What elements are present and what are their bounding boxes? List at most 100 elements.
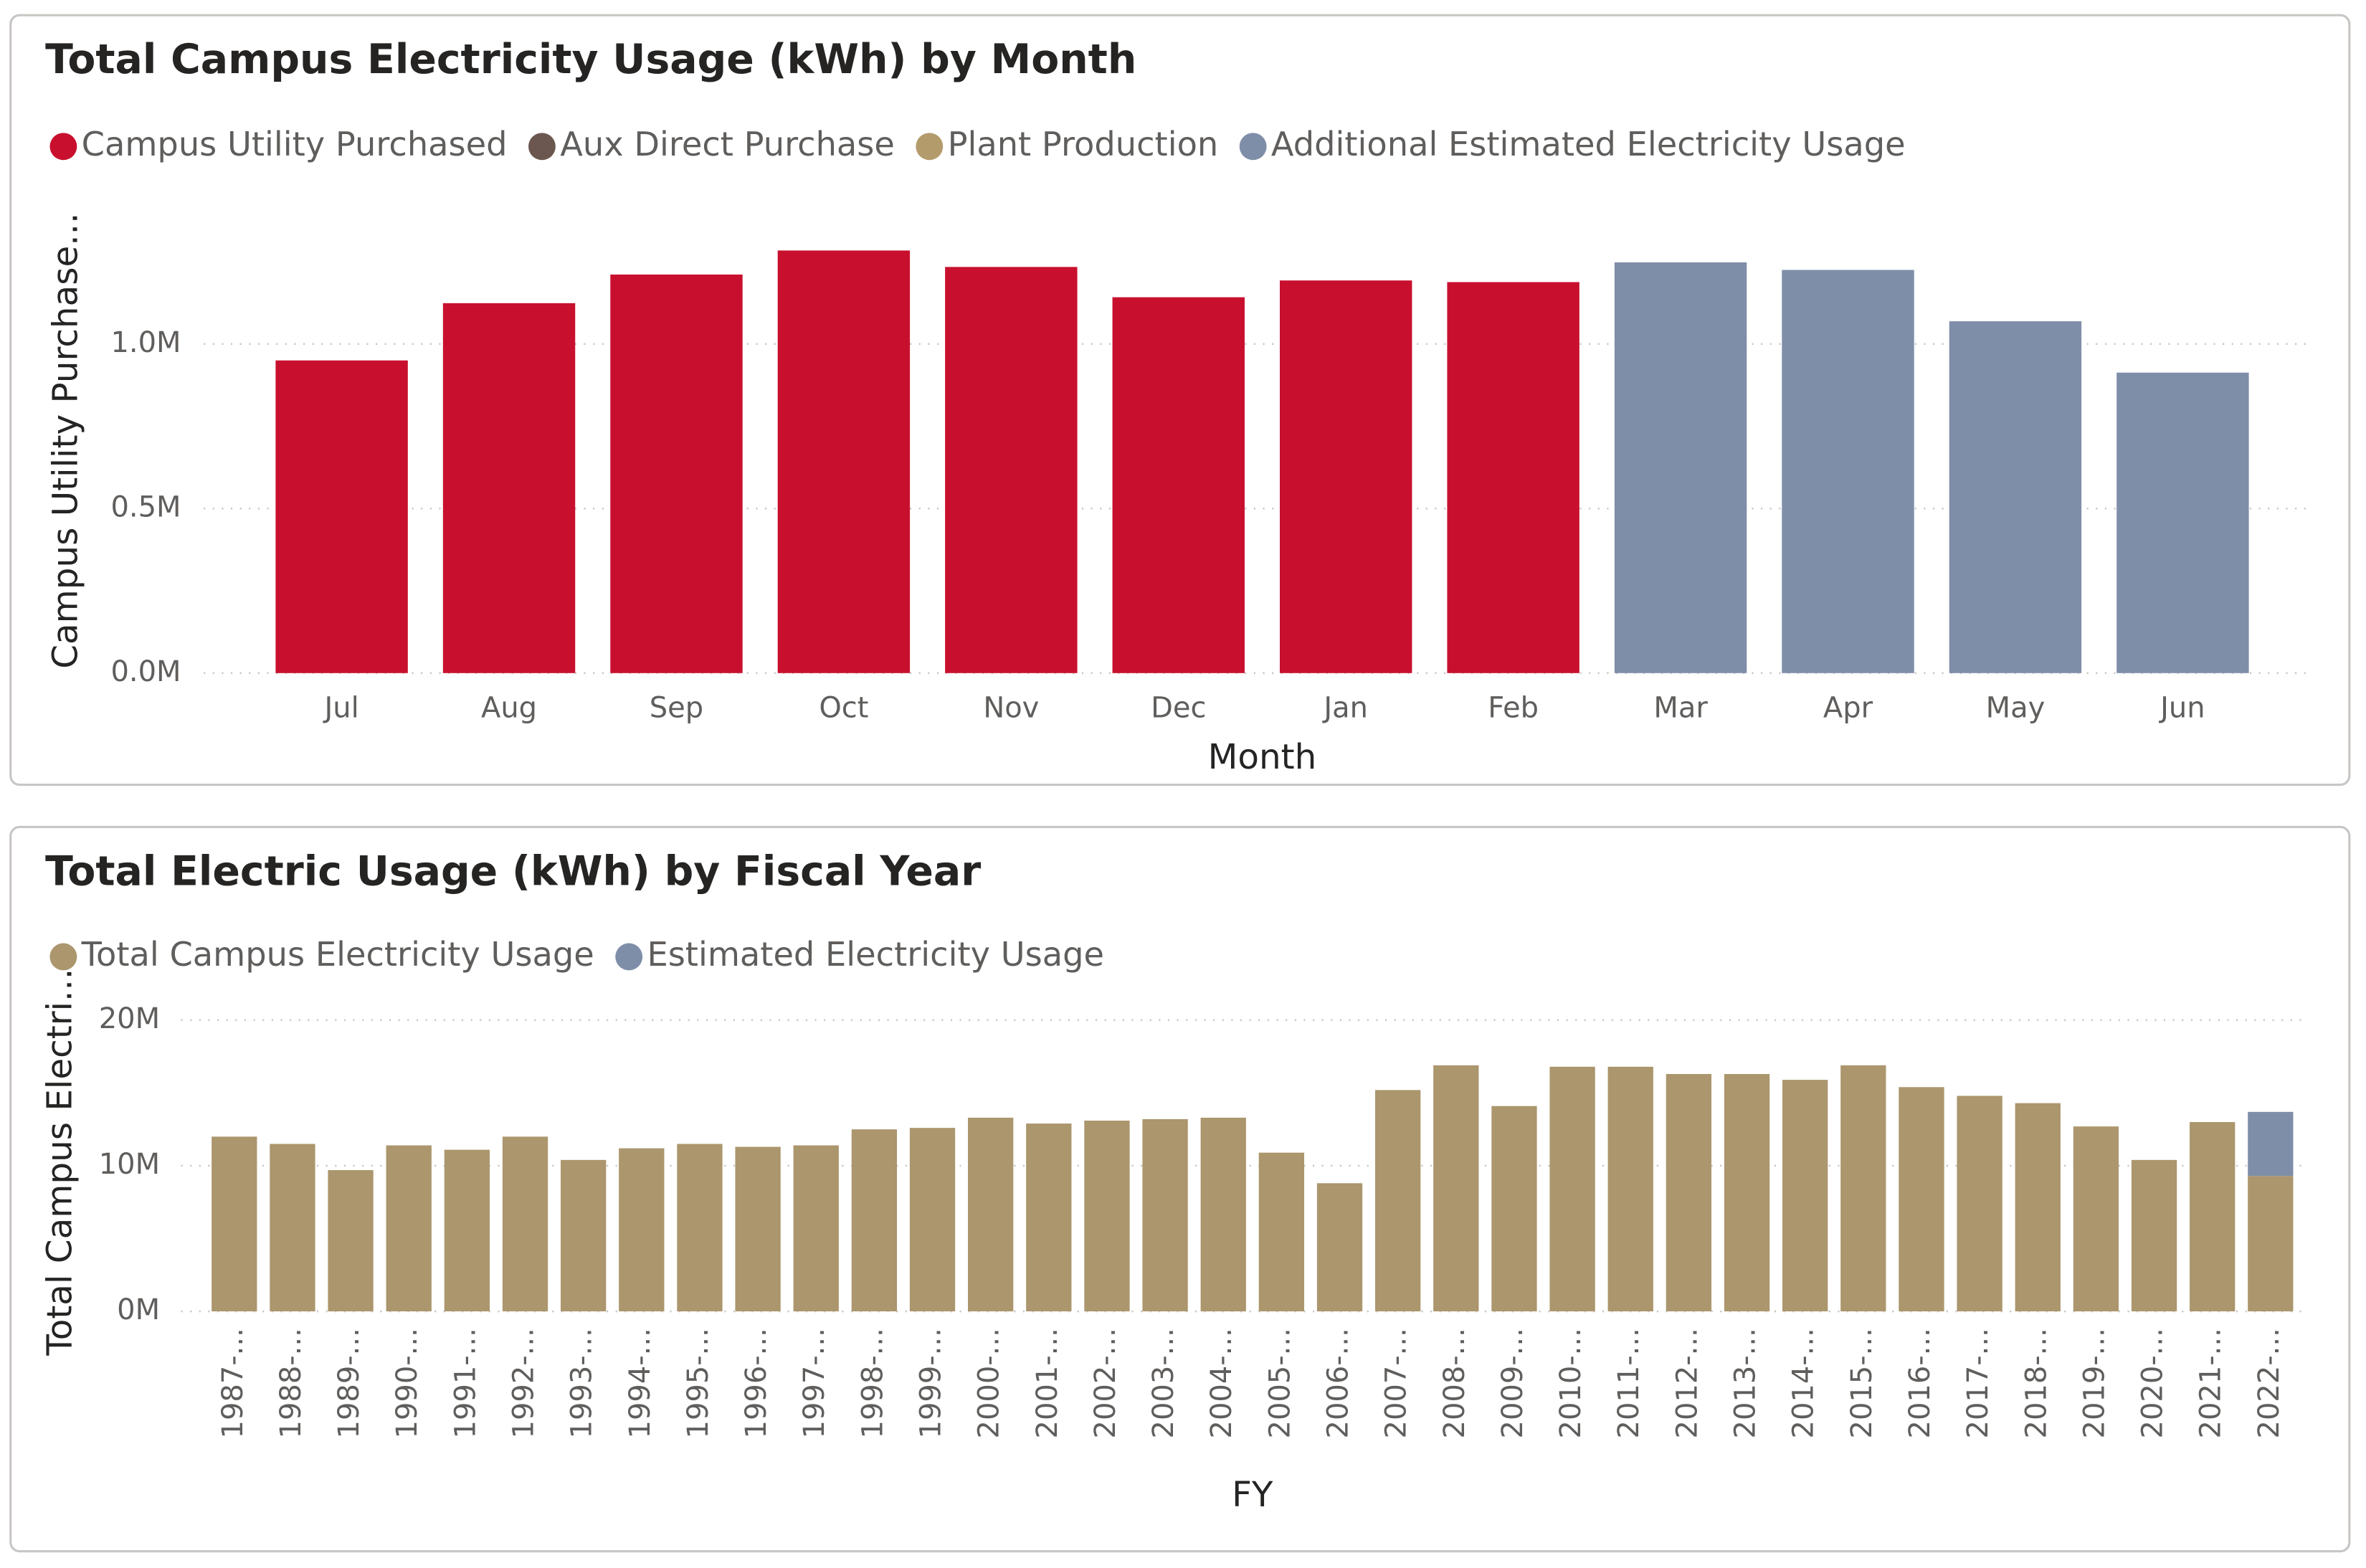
bar <box>1280 280 1412 673</box>
bar <box>619 1148 665 1312</box>
y-tick-label: 0M <box>117 1293 160 1326</box>
x-axis-title: Month <box>1208 737 1317 777</box>
bar <box>1447 282 1579 673</box>
bar <box>851 1129 898 1312</box>
bar <box>1549 1066 1595 1312</box>
bar <box>2073 1126 2119 1312</box>
bar <box>561 1159 607 1312</box>
bar <box>1142 1118 1188 1312</box>
x-tick-label: 2001-... <box>1031 1328 1064 1438</box>
bar <box>735 1146 781 1312</box>
x-tick-label: 2014-... <box>1787 1328 1820 1438</box>
x-tick-label: 2021-... <box>2195 1328 2228 1438</box>
bar <box>270 1144 315 1312</box>
bar <box>2248 1111 2294 1177</box>
legend-label: Additional Estimated Electricity Usage <box>1271 125 1906 163</box>
bar <box>1084 1121 1130 1312</box>
x-tick-label: 1987-... <box>217 1328 250 1438</box>
bar <box>1433 1065 1479 1312</box>
x-tick-label: Jan <box>1321 691 1368 724</box>
legend-marker <box>1239 133 1267 161</box>
x-tick-label: 1995-... <box>682 1328 715 1438</box>
x-tick-label: 1990-... <box>391 1328 424 1438</box>
x-tick-label: 2017-... <box>1962 1328 1995 1438</box>
bar <box>777 250 911 673</box>
x-tick-label: 2011-... <box>1612 1328 1645 1438</box>
x-tick-label: 2020-... <box>2137 1328 2170 1438</box>
x-tick-label: Jul <box>322 691 358 724</box>
legend-marker <box>528 133 556 161</box>
bar <box>1607 1066 1653 1312</box>
x-tick-label: Jun <box>2158 691 2205 724</box>
y-tick-label: 0.0M <box>110 655 181 688</box>
x-tick-label: 2016-... <box>1904 1328 1937 1438</box>
bar <box>444 1149 490 1312</box>
bar <box>1957 1096 2002 1312</box>
legend-marker <box>49 943 77 971</box>
bar <box>1840 1065 1886 1312</box>
bar <box>1258 1152 1305 1312</box>
bar <box>386 1145 432 1312</box>
legend-label: Aux Direct Purchase <box>560 125 895 163</box>
legend-label: Total Campus Electricity Usage <box>81 935 594 974</box>
bar <box>275 360 408 673</box>
x-tick-label: 1998-... <box>856 1328 889 1438</box>
x-tick-label: May <box>1986 691 2046 724</box>
x-tick-label: 1991-... <box>449 1328 482 1438</box>
legend-marker <box>615 943 643 971</box>
bar <box>502 1136 548 1312</box>
bar <box>212 1136 257 1312</box>
bar <box>2248 1176 2294 1312</box>
bar <box>2190 1122 2236 1312</box>
chart-title: Total Campus Electricity Usage (kWh) by … <box>45 36 1136 83</box>
x-tick-label: 2002-... <box>1089 1328 1122 1438</box>
x-tick-label: 1989-... <box>333 1328 366 1438</box>
x-tick-label: 2008-... <box>1438 1328 1471 1438</box>
x-tick-label: 2018-... <box>2020 1328 2053 1438</box>
y-tick-label: 1.0M <box>110 326 181 359</box>
bar <box>1316 1183 1363 1312</box>
x-tick-label: 1988-... <box>275 1328 308 1438</box>
bar <box>793 1145 839 1312</box>
legend-label: Campus Utility Purchased <box>82 125 508 163</box>
x-tick-label: 2015-... <box>1845 1328 1878 1438</box>
y-axis-title: Campus Utility Purchase... <box>46 213 86 669</box>
bar <box>1491 1106 1537 1312</box>
bar <box>1666 1074 1712 1312</box>
bar <box>1899 1087 1944 1312</box>
x-tick-label: Sep <box>650 691 703 724</box>
bar <box>1200 1117 1246 1312</box>
x-tick-label: 2010-... <box>1554 1328 1587 1438</box>
bar <box>677 1144 723 1312</box>
x-tick-label: Apr <box>1823 691 1873 724</box>
x-tick-label: Feb <box>1488 691 1539 724</box>
x-tick-label: 1999-... <box>915 1328 948 1438</box>
bar <box>328 1170 374 1312</box>
x-tick-label: 2012-... <box>1671 1328 1704 1438</box>
x-tick-label: 2000-... <box>973 1328 1006 1438</box>
x-tick-label: Dec <box>1151 691 1206 724</box>
x-tick-label: 2009-... <box>1496 1328 1529 1438</box>
y-tick-label: 0.5M <box>110 490 181 523</box>
x-tick-label: Nov <box>983 691 1039 724</box>
x-tick-label: 1993-... <box>566 1328 599 1438</box>
bar <box>1375 1090 1421 1312</box>
bar <box>2116 372 2249 673</box>
chart-title: Total Electric Usage (kWh) by Fiscal Yea… <box>45 847 981 895</box>
bar <box>1949 321 2082 673</box>
x-tick-label: 2007-... <box>1380 1328 1413 1438</box>
y-tick-label: 10M <box>99 1148 160 1181</box>
bar <box>909 1128 956 1312</box>
x-tick-label: 2019-... <box>2078 1328 2111 1438</box>
bar <box>945 267 1078 673</box>
x-tick-label: 1994-... <box>624 1328 657 1438</box>
legend-marker <box>49 133 77 161</box>
x-tick-label: 2005-... <box>1263 1328 1296 1438</box>
legend-marker <box>916 133 944 161</box>
bar <box>2131 1159 2177 1312</box>
bar <box>1112 297 1245 673</box>
x-tick-label: 2004-... <box>1205 1328 1238 1438</box>
bar <box>2015 1103 2061 1312</box>
x-tick-label: Oct <box>819 691 868 724</box>
